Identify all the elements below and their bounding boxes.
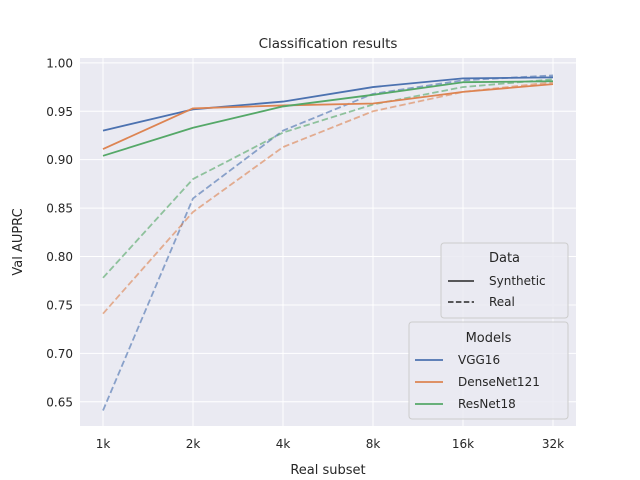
x-tick-label: 1k (96, 437, 111, 451)
legend-resnet18-label: ResNet18 (458, 397, 516, 411)
y-tick-labels: 0.65 0.70 0.75 0.80 0.85 0.90 0.95 1.00 (46, 56, 73, 409)
y-tick-label: 0.85 (46, 202, 73, 216)
legend-models-box (408, 321, 569, 420)
y-tick-label: 0.70 (46, 347, 73, 361)
series-line-vgg16-synthetic (102, 76, 554, 132)
synthetic-series-lines (102, 76, 554, 157)
x-tick-label: 32k (542, 437, 564, 451)
x-tick-label: 4k (276, 437, 291, 451)
legend-data-box (440, 242, 569, 319)
legend-synthetic-label: Synthetic (489, 274, 546, 288)
legend-densenet121-label: DenseNet121 (458, 375, 540, 389)
x-axis-label: Real subset (290, 463, 365, 478)
y-tick-label: 0.90 (46, 153, 73, 167)
x-tick-label: 2k (186, 437, 201, 451)
y-tick-label: 0.95 (46, 105, 73, 119)
x-tick-label: 16k (452, 437, 474, 451)
legend-data-title: Data (489, 251, 520, 266)
y-axis-label: Val AUPRC (11, 208, 26, 275)
legend-data: Data Synthetic Real (440, 242, 569, 319)
legend-real-label: Real (489, 295, 515, 309)
x-tick-label: 8k (366, 437, 381, 451)
y-tick-label: 0.80 (46, 250, 73, 264)
series-line-resnet18-synthetic (102, 80, 554, 157)
x-tick-labels: 1k 2k 4k 8k 16k 32k (96, 437, 564, 451)
chart-title: Classification results (259, 36, 398, 52)
y-tick-label: 1.00 (46, 56, 73, 70)
y-tick-label: 0.65 (46, 395, 73, 409)
series-line-vgg16-real (102, 74, 554, 411)
legend-models-title: Models (466, 331, 512, 346)
series-line-densenet121-synthetic (102, 83, 554, 150)
legend-vgg16-label: VGG16 (458, 353, 500, 367)
grid (80, 58, 576, 426)
y-tick-label: 0.75 (46, 298, 73, 312)
legend-models: Models VGG16 DenseNet121 ResNet18 (408, 321, 569, 420)
